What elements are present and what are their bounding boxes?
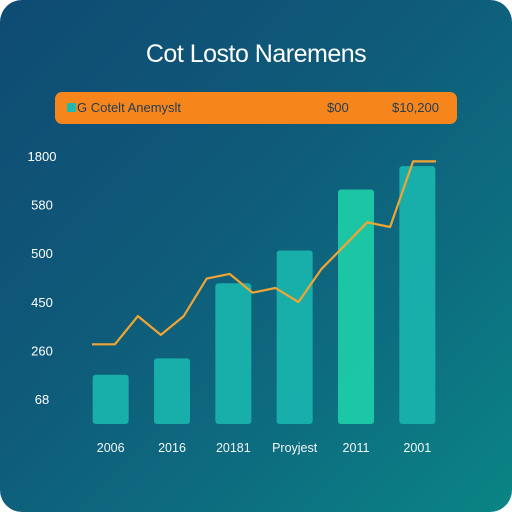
y-tick-label: 580 — [31, 198, 53, 213]
y-tick-label: 450 — [31, 295, 53, 310]
trend-line-series — [92, 160, 436, 346]
chart-title: Cot Losto Naremens — [145, 40, 367, 68]
bar — [276, 250, 313, 424]
legend-value-start: $00 — [327, 100, 349, 115]
y-tick-label: 1800 — [28, 149, 57, 164]
bar — [338, 189, 374, 424]
trend-line — [92, 160, 436, 346]
legend-swatch — [67, 103, 76, 112]
bar — [399, 166, 436, 424]
bar — [92, 374, 129, 424]
bar-series — [92, 166, 436, 424]
x-tick-label: 2011 — [343, 441, 370, 455]
x-axis-ticks: 2006 2016 20181 Proyjest 2011 2001 — [97, 441, 432, 455]
x-tick-label: 20181 — [216, 441, 251, 455]
y-tick-label: 500 — [31, 246, 53, 261]
bar — [215, 283, 252, 424]
x-tick-label: 2006 — [97, 441, 125, 455]
y-axis-ticks: 1800 580 500 450 260 68 — [28, 149, 57, 407]
legend-label: G Cotelt Anemyslt — [77, 100, 182, 115]
legend-value-end: $10,200 — [392, 100, 439, 115]
x-tick-label: 2001 — [403, 441, 431, 455]
legend-banner: G Cotelt Anemyslt $00 $10,200 — [55, 92, 457, 124]
bar — [154, 358, 190, 424]
y-tick-label: 260 — [31, 343, 53, 358]
y-tick-label: 68 — [35, 392, 49, 407]
x-tick-label: 2016 — [158, 441, 186, 455]
x-tick-label: Proyjest — [272, 441, 318, 455]
